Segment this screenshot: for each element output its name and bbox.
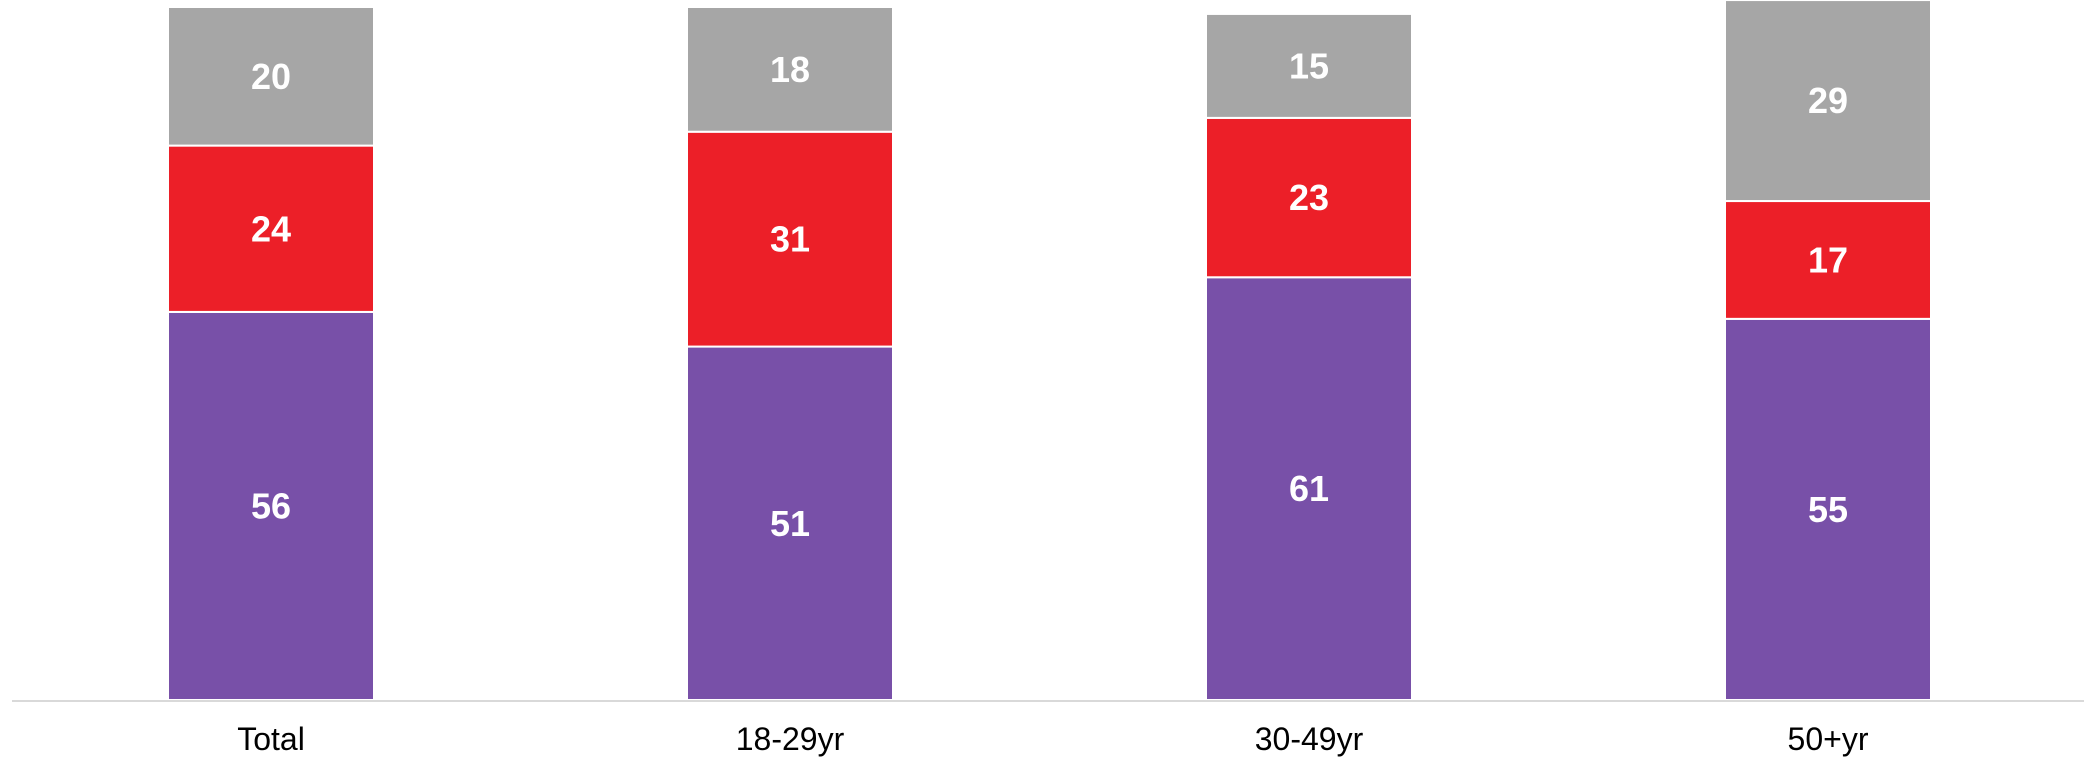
- x-tick-label: 18-29yr: [736, 721, 845, 757]
- data-label: 17: [1808, 239, 1848, 280]
- data-label: 31: [770, 219, 810, 260]
- x-tick-label: 50+yr: [1788, 721, 1869, 757]
- data-label: 20: [251, 56, 291, 97]
- bar-segment-series-2-18-29yr: [686, 130, 894, 348]
- bars-layer: [167, 0, 1932, 701]
- data-label: 55: [1808, 489, 1848, 530]
- bar-segment-series-2-50-yr: [1724, 200, 1932, 320]
- bar-segment-series-3-18-29yr: [686, 6, 894, 133]
- bar-segment-series-2-total: [167, 144, 375, 313]
- data-label: 29: [1808, 80, 1848, 121]
- bar-segment-series-3-total: [167, 6, 375, 147]
- bar-segment-series-3-50-yr: [1724, 0, 1932, 203]
- bar-segment-series-2-30-49yr: [1205, 116, 1413, 279]
- data-label: 61: [1289, 468, 1329, 509]
- x-tick-label: 30-49yr: [1255, 721, 1364, 757]
- data-label: 24: [251, 208, 291, 249]
- data-label: 23: [1289, 177, 1329, 218]
- bar-segment-series-1-18-29yr: [686, 345, 894, 701]
- x-tick-label: Total: [237, 721, 305, 757]
- data-label: 15: [1289, 45, 1329, 86]
- bar-segment-series-1-50-yr: [1724, 317, 1932, 701]
- data-label: 51: [770, 503, 810, 544]
- bar-segment-series-3-30-49yr: [1205, 12, 1413, 119]
- data-label: 56: [251, 485, 291, 526]
- bar-segment-series-1-total: [167, 310, 375, 701]
- labels-layer: 56 24 20 Total 51 31 18 18-29yr 61 23 15 30-49yr 55 1…: [237, 45, 1869, 757]
- data-label: 18: [770, 49, 810, 90]
